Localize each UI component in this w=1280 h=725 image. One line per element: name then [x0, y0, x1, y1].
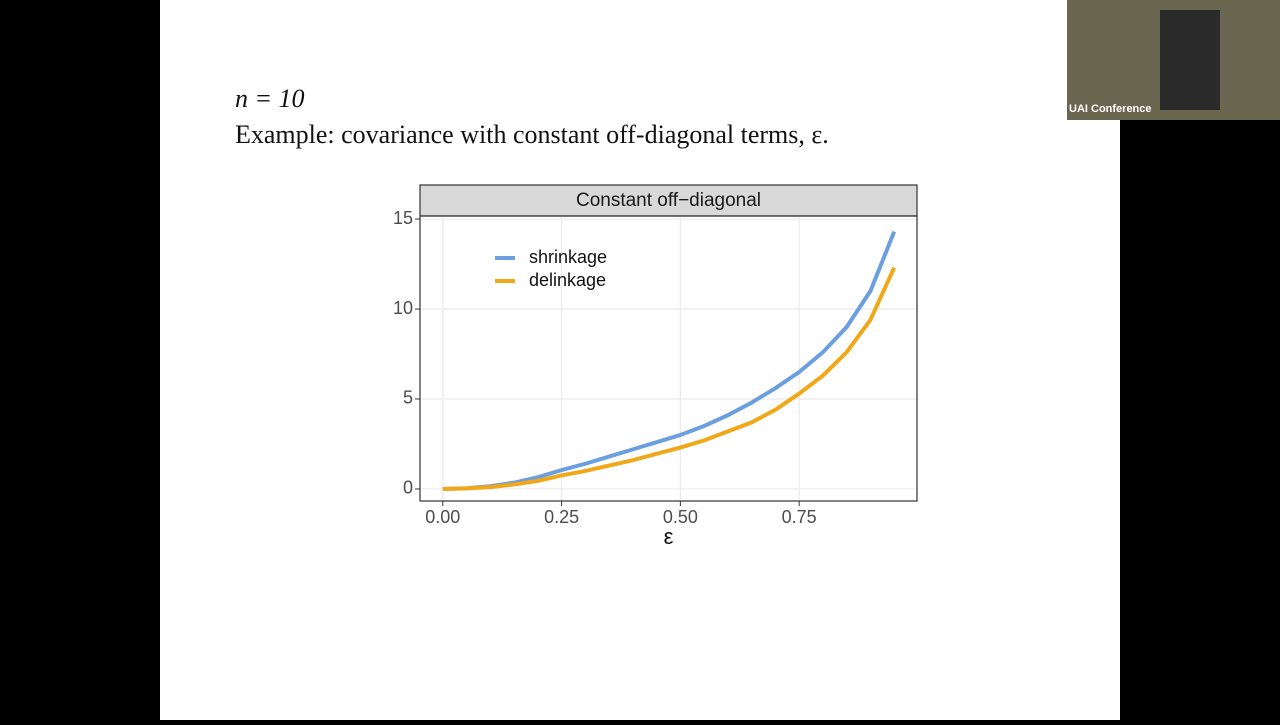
x-axis-label: ε — [664, 524, 674, 549]
legend-label: shrinkage — [529, 247, 607, 267]
line — [442, 230, 897, 491]
y-tick-label: 0 — [403, 478, 413, 498]
x-tick-label: 0.25 — [544, 507, 579, 527]
x-tick-label: 0.50 — [663, 507, 698, 527]
speaker — [1160, 10, 1220, 110]
y-tick-label: 15 — [393, 208, 413, 228]
slide-text: Example: covariance with constant off-di… — [235, 120, 829, 149]
plot-border — [419, 215, 918, 502]
plot-area — [420, 216, 917, 501]
chart-title: Constant off−diagonal — [576, 190, 761, 211]
y-tick-label: 10 — [393, 298, 413, 318]
slide-heading: n = 10 — [235, 84, 305, 113]
line — [442, 266, 897, 491]
legend-label: delinkage — [529, 270, 606, 290]
strip — [419, 184, 918, 217]
y-tick-label: 5 — [403, 388, 413, 408]
chart: Constant off−diagonal 0 5 10 15 0.00 0.25 0.50 0… — [393, 184, 918, 549]
x-tick-label: 0.75 — [782, 507, 817, 527]
webcam-label: UAI Conference — [1069, 103, 1152, 115]
x-tick-label: 0.00 — [425, 507, 460, 527]
